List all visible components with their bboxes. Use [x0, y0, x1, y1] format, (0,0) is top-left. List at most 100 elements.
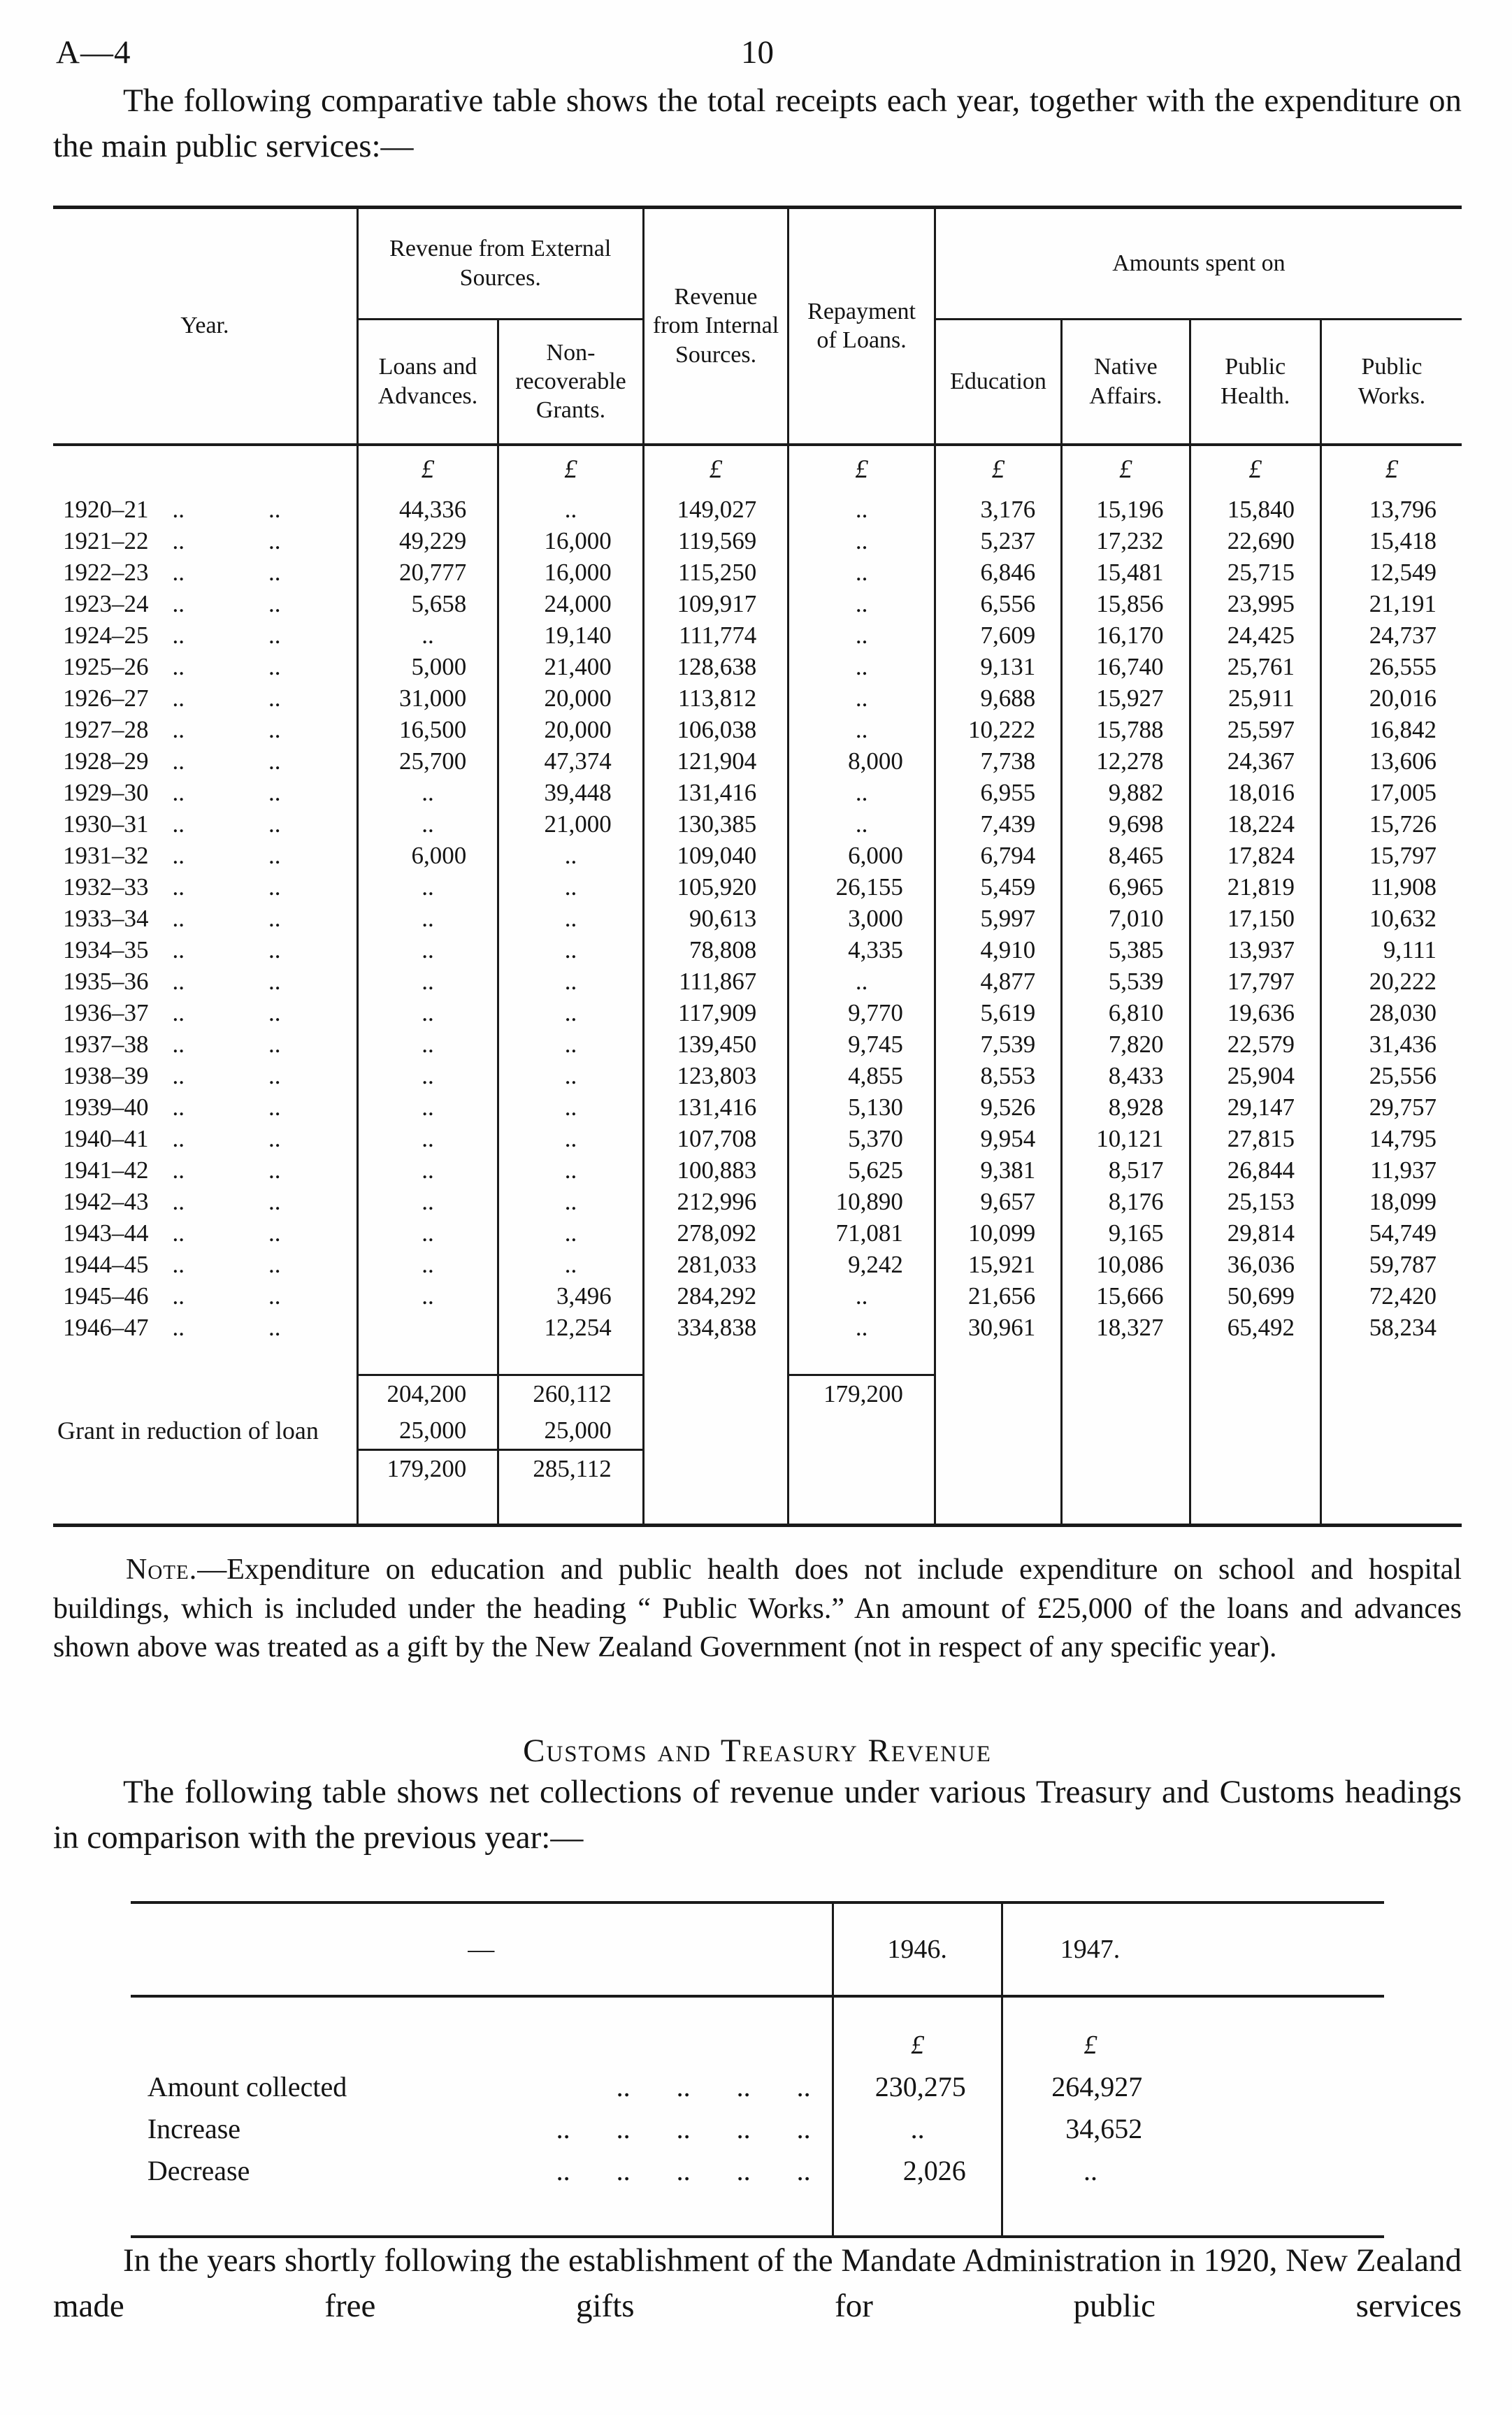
year-label: 1928–29	[63, 747, 149, 775]
cell-year: 1931–32 .. ..	[53, 839, 359, 871]
cell-native-affairs: 9,698	[1061, 808, 1191, 840]
cell-public-works: 15,726	[1369, 810, 1437, 838]
cell-public-health: 23,995	[1190, 587, 1322, 619]
leader-dots: ..	[268, 1061, 281, 1089]
cell-native-affairs: 15,196	[1061, 493, 1191, 525]
spacer-row	[53, 1486, 1462, 1526]
cell-internal-sources: 117,909	[643, 996, 790, 1029]
cell-native-affairs: 18,327	[1061, 1311, 1191, 1343]
cell-education: 10,222	[935, 713, 1063, 745]
cell-internal-sources: 131,416	[643, 1091, 790, 1123]
year-label: 1930–31	[63, 810, 149, 838]
cell-internal-sources: 130,385	[643, 808, 790, 840]
table-row: 1942–43 .. .. .. .. 212,996 10,890 9,657…	[53, 1185, 1462, 1217]
cell-repayment: ..	[788, 524, 936, 557]
currency-symbol: £	[1190, 444, 1322, 494]
cell-native-affairs: 8,928	[1061, 1091, 1191, 1123]
cell-year: 1928–29 .. ..	[53, 745, 359, 777]
cell-internal-sources: 90,613	[643, 902, 790, 934]
cell-public-health: 25,761	[1190, 650, 1322, 682]
cell-nonrecoverable-grants: ..	[498, 493, 645, 525]
cell-loans-advances: 5,000	[357, 650, 500, 682]
leader-dots: ..	[268, 621, 281, 649]
cell-public-works: 25,556	[1369, 1061, 1437, 1089]
final-loans: 179,200	[357, 1448, 500, 1487]
grant-loans: 25,000	[357, 1412, 500, 1450]
cell-empty	[53, 444, 359, 494]
cell-label: Amount collected .. .. .. ..	[130, 2066, 834, 2109]
cell-public-works: 31,436	[1369, 1030, 1437, 1058]
cell-native-affairs: 16,740	[1061, 650, 1191, 682]
final-total-row: 179,200 285,112	[53, 1448, 1462, 1487]
cell-public-health: 21,819	[1190, 870, 1322, 903]
cell-year: 1946–47 .. ..	[53, 1311, 359, 1343]
year-label: 1943–44	[63, 1219, 149, 1247]
cell-public-health: 18,224	[1190, 808, 1322, 840]
cell-education: 4,910	[935, 933, 1063, 966]
cell-nonrecoverable-grants: 20,000	[498, 682, 645, 714]
year-label: 1926–27	[63, 684, 149, 712]
table-row: 1931–32 .. .. 6,000 .. 109,040 6,000 6,7…	[53, 839, 1462, 871]
cell-public-health: 50,699	[1190, 1280, 1322, 1312]
row-label: Increase	[147, 2113, 241, 2145]
customs-table-body: £ £ Amount collected .. .. .. .. 230,275…	[130, 1996, 1384, 2237]
leader-dots: ..	[268, 589, 281, 617]
cell-internal-sources: 113,812	[643, 682, 790, 714]
cell-native-affairs: 7,010	[1061, 902, 1191, 934]
cell-loans-advances: ..	[357, 1028, 500, 1060]
cell-year: 1943–44 .. ..	[53, 1217, 359, 1249]
leader-dots: ..	[268, 936, 281, 963]
cell-loans-advances: ..	[357, 870, 500, 903]
table-row: 1922–23 .. .. 20,777 16,000 115,250 .. 6…	[53, 556, 1462, 588]
cell-internal-sources: 109,040	[643, 839, 790, 871]
subtotal-repayment: 179,200	[788, 1373, 936, 1412]
cell-education: 21,656	[935, 1280, 1063, 1312]
cell-loans-advances: 6,000	[357, 839, 500, 871]
leader-dots: ..	[268, 1124, 281, 1152]
cell-internal-sources: 278,092	[643, 1217, 790, 1249]
cell-internal-sources: 139,450	[643, 1028, 790, 1060]
cell-native-affairs: 15,927	[1061, 682, 1191, 714]
cell-education: 6,846	[935, 556, 1063, 588]
leader-dots: ..	[172, 841, 185, 869]
intro-paragraph: The following comparative table shows th…	[53, 83, 1462, 164]
cell-loans-advances: ..	[357, 996, 500, 1029]
table-row: 1923–24 .. .. 5,658 24,000 109,917 .. 6,…	[53, 587, 1462, 619]
year-label: 1931–32	[63, 841, 149, 869]
leader-dots: ..	[268, 1313, 281, 1341]
cell-native-affairs: 10,121	[1061, 1122, 1191, 1154]
leader-dots: ..	[172, 715, 185, 743]
header-group-amounts-spent: Amounts spent on	[935, 207, 1462, 320]
currency-symbol: £	[1385, 455, 1399, 485]
cell-public-works: 20,222	[1369, 967, 1437, 995]
cell-public-health: 25,904	[1190, 1059, 1322, 1091]
cell-public-works: 13,606	[1369, 747, 1437, 775]
cell-year: 1930–31 .. ..	[53, 808, 359, 840]
leader-dots: .. .. .. .. ..	[556, 2155, 811, 2187]
leader-dots: ..	[268, 1282, 281, 1310]
cell-nonrecoverable-grants: ..	[498, 870, 645, 903]
header-repayment-of-loans: Repayment of Loans.	[788, 207, 936, 445]
leader-dots: ..	[268, 652, 281, 680]
table-row: 1920–21 .. .. 44,336 .. 149,027 .. 3,176…	[53, 493, 1462, 525]
cell-native-affairs: 7,820	[1061, 1028, 1191, 1060]
leader-dots: ..	[172, 1250, 185, 1278]
spacer-row	[130, 2192, 1384, 2237]
year-label: 1939–40	[63, 1093, 149, 1121]
year-label: 1942–43	[63, 1187, 149, 1215]
leader-dots: ..	[268, 904, 281, 932]
year-label: 1934–35	[63, 936, 149, 963]
cell-nonrecoverable-grants: ..	[498, 839, 645, 871]
cell-nonrecoverable-grants: ..	[498, 1185, 645, 1217]
note-body: —Expenditure on education and public hea…	[53, 1553, 1462, 1664]
cell-public-works: 14,795	[1369, 1124, 1437, 1152]
cell-education: 9,657	[935, 1185, 1063, 1217]
cell-nonrecoverable-grants: ..	[498, 1248, 645, 1280]
cell-public-works: 12,549	[1369, 558, 1437, 586]
cell-repayment: ..	[788, 493, 936, 525]
cell-repayment: ..	[788, 1311, 936, 1343]
year-label: 1945–46	[63, 1282, 149, 1310]
cell-public-health: 17,150	[1190, 902, 1322, 934]
leader-dots: ..	[172, 1187, 185, 1215]
cell-nonrecoverable-grants: ..	[498, 1122, 645, 1154]
